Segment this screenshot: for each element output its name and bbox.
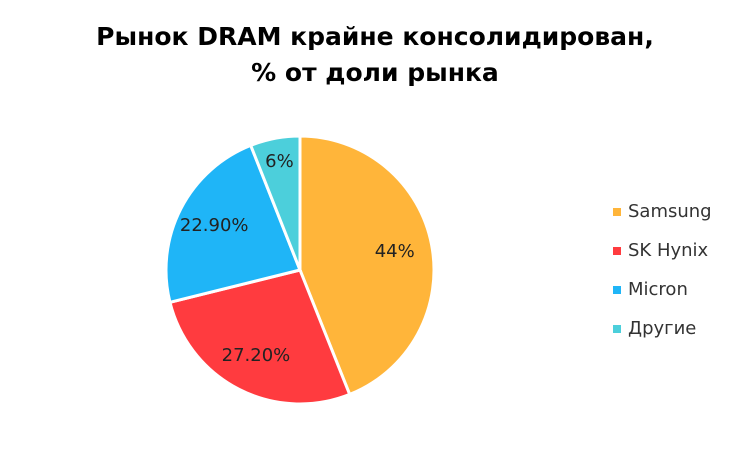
pie-slice bbox=[298, 134, 436, 397]
data-label: 27.20% bbox=[222, 345, 291, 366]
legend-swatch bbox=[613, 325, 621, 333]
legend-swatch bbox=[613, 247, 621, 255]
data-label: 6% bbox=[265, 151, 294, 172]
legend-label: Другие bbox=[628, 318, 696, 339]
legend-label: Micron bbox=[628, 279, 688, 300]
pie-slice bbox=[164, 143, 303, 305]
data-label: 22.90% bbox=[180, 215, 249, 236]
data-label: 44% bbox=[375, 241, 415, 262]
pie-slice bbox=[248, 134, 302, 271]
legend-label: Samsung bbox=[628, 201, 712, 222]
legend-label: SK Hynix bbox=[628, 240, 709, 261]
legend-swatch bbox=[613, 208, 621, 216]
legend-swatch bbox=[613, 286, 621, 294]
pie-slice bbox=[168, 268, 352, 406]
chart-title: Рынок DRAM крайне консолидирован, bbox=[96, 22, 654, 51]
chart-title: % от доли рынка bbox=[251, 58, 499, 87]
